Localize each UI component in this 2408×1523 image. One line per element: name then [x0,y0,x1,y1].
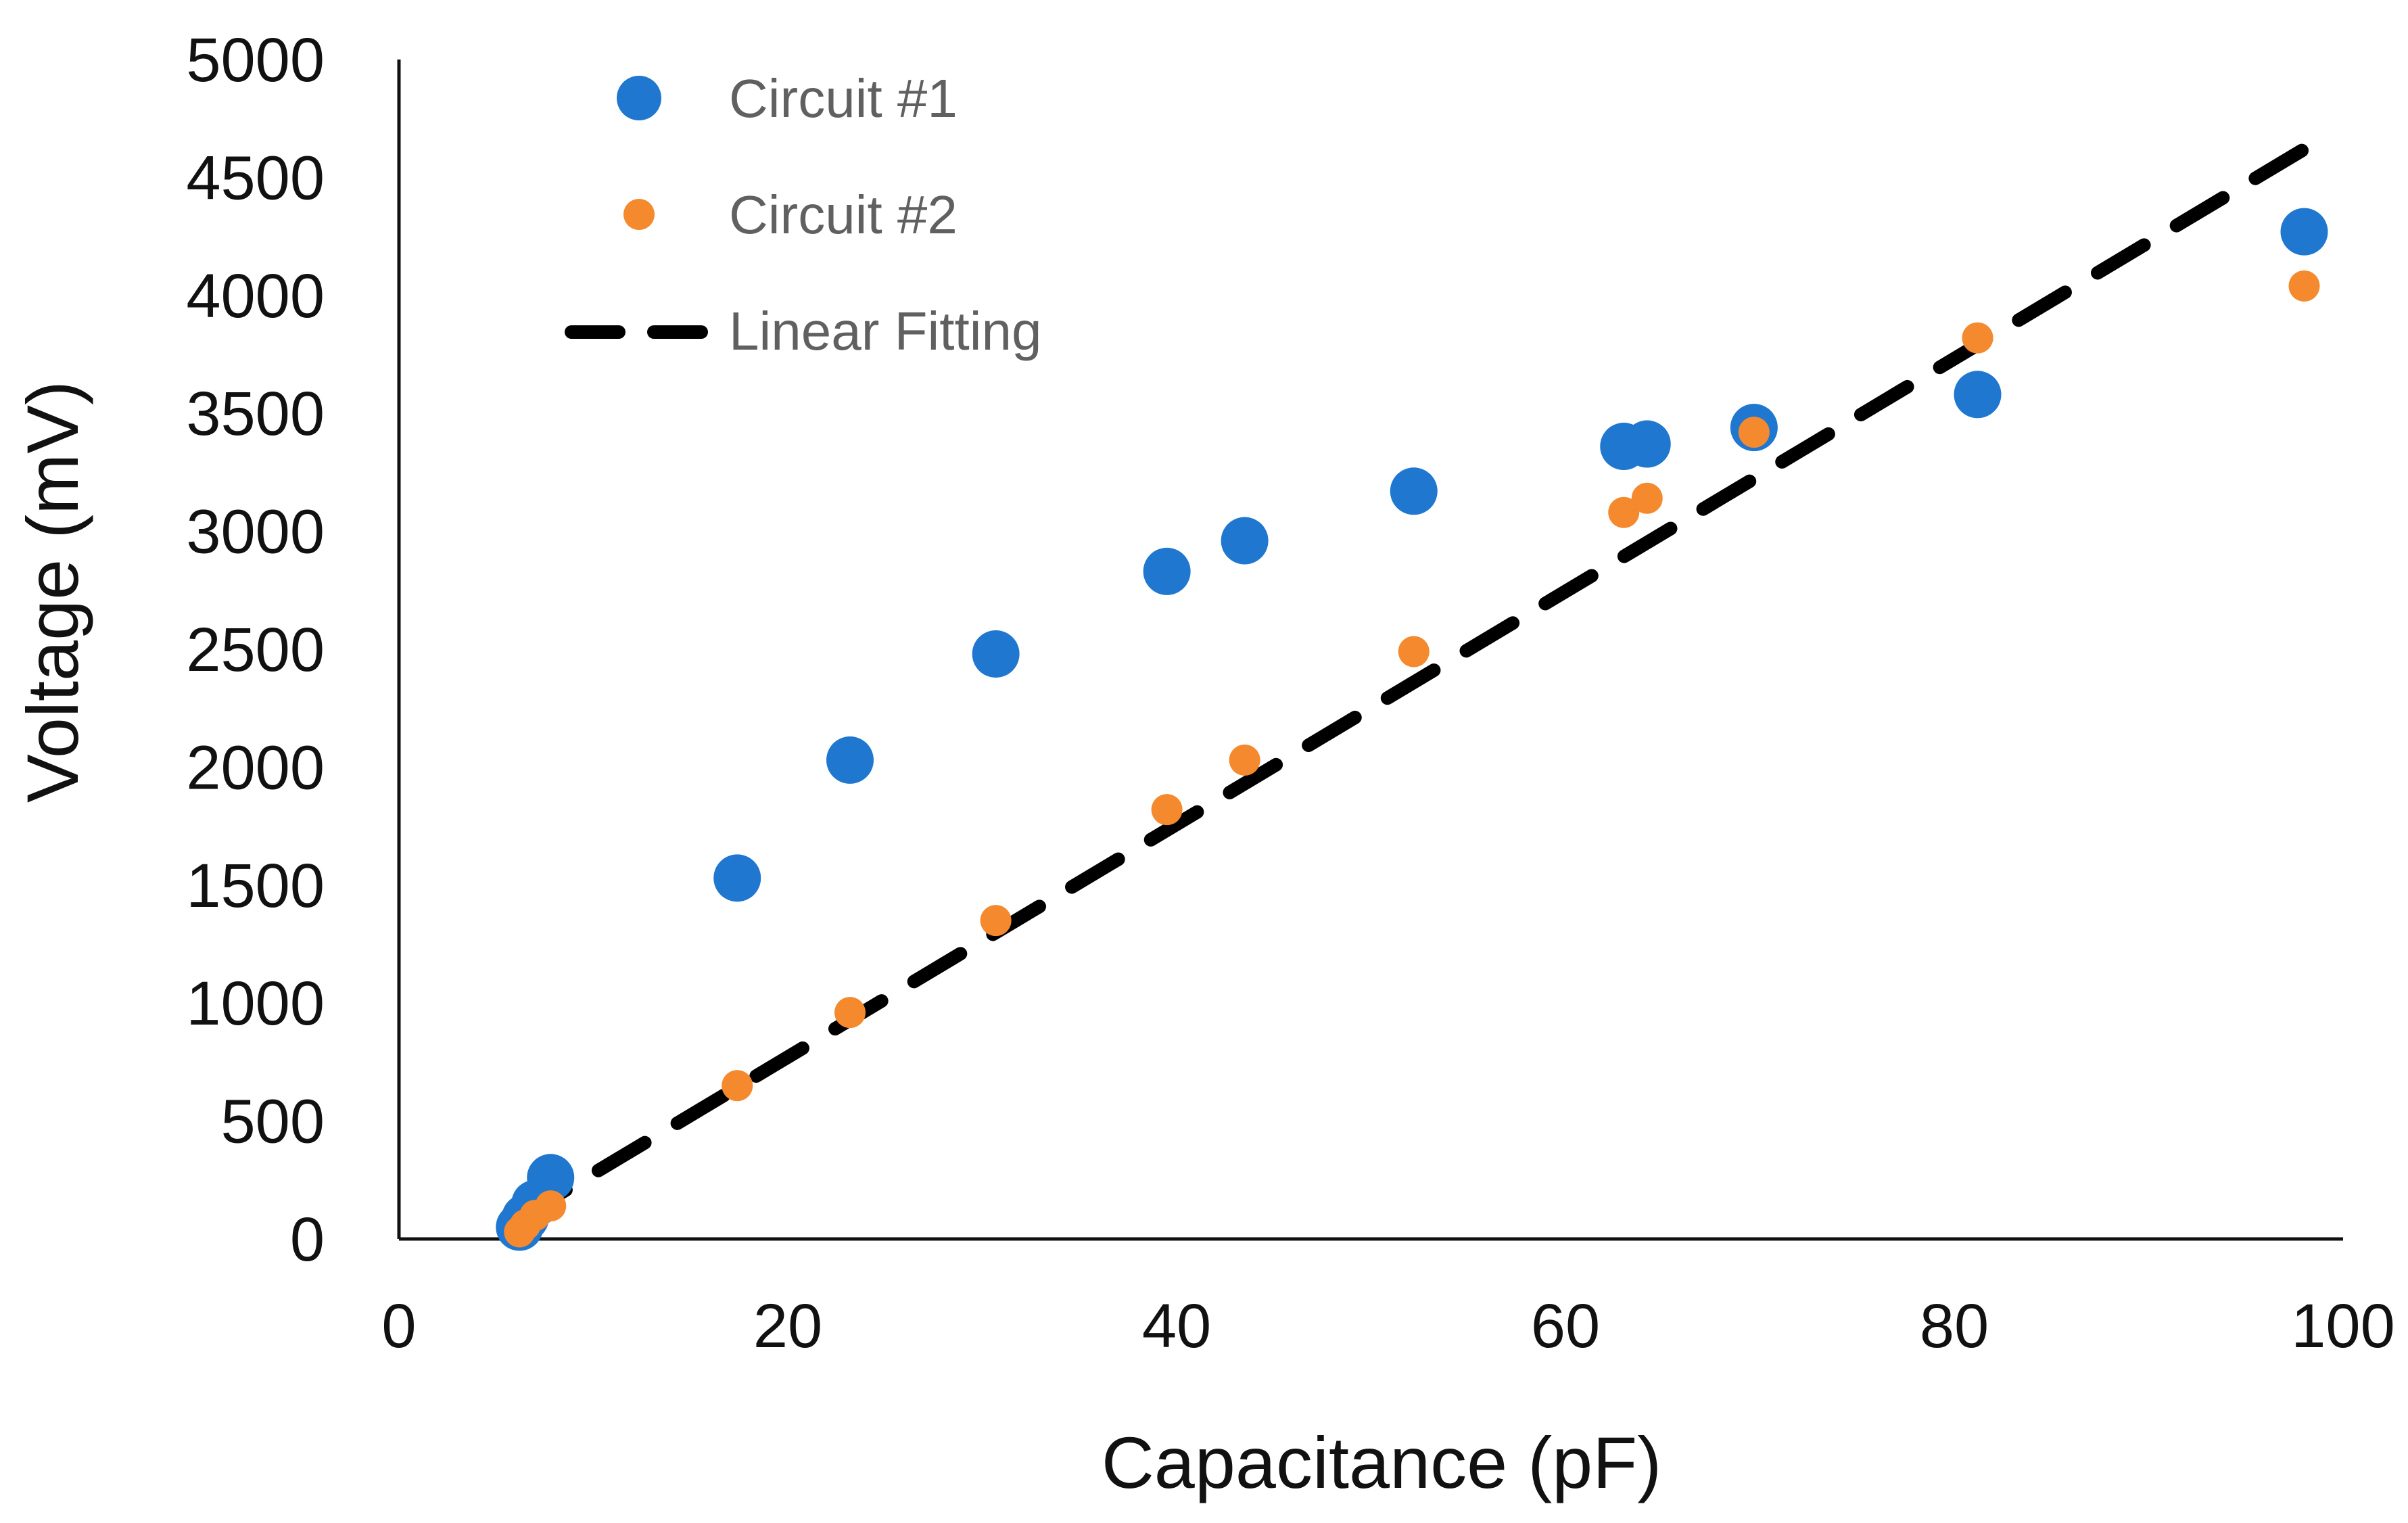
circuit2-point [1398,636,1430,667]
legend-marker-circuit2 [623,199,655,230]
x-tick-label: 0 [381,1292,416,1361]
circuit2-point [1631,482,1663,514]
y-tick-label: 5000 [186,26,325,95]
x-tick-label: 80 [1920,1292,1989,1361]
circuit1-point [1390,467,1438,515]
x-axis-title: Capacitance (pF) [1102,1422,1661,1503]
y-tick-label: 4000 [186,262,325,331]
circuit2-point [535,1190,567,1222]
circuit1-point [826,736,874,784]
circuit1-point [972,630,1020,678]
circuit1-point [713,854,761,902]
circuit2-point [1962,322,1993,354]
circuit2-point [980,905,1012,937]
y-tick-label: 4500 [186,143,325,212]
circuit1-point [1221,517,1269,565]
linear-fit-line [513,142,2311,1225]
y-tick-label: 3000 [186,498,325,567]
y-axis-title: Voltage (mV) [11,381,93,803]
circuit1-point [1954,371,2002,419]
y-tick-labels: 0 500 1000 1500 2000 2500 3000 3500 4000 4500 5000 [186,26,325,1274]
y-tick-label: 3500 [186,379,325,448]
axes [397,60,2343,1241]
legend-label: Circuit #1 [729,68,958,128]
x-tick-label: 40 [1142,1292,1211,1361]
x-tick-label: 20 [753,1292,822,1361]
legend-label: Linear Fitting [729,301,1041,361]
x-tick-label: 60 [1531,1292,1600,1361]
y-tick-label: 2000 [186,733,325,802]
circuit2-point [1229,744,1260,776]
legend-marker-circuit1 [617,76,661,120]
circuit2-point [1738,417,1770,448]
circuit2-point [1151,794,1183,826]
circuit1-point [1143,547,1191,595]
y-tick-label: 2500 [186,615,325,684]
circuit2-point [1608,496,1640,528]
points-layer [496,208,2328,1251]
circuit2-point [722,1070,753,1102]
fit-line-layer [513,142,2311,1225]
legend-label: Circuit #2 [729,185,958,245]
legend: Circuit #1 Circuit #2 Linear Fitting [565,68,1041,361]
circuit1-point [527,1154,575,1202]
circuit1-point [2280,208,2328,256]
y-tick-label: 1000 [186,969,325,1038]
circuit1-point [1623,420,1671,468]
circuit2-point [834,997,866,1029]
y-tick-label: 0 [290,1205,325,1274]
circuit2-point [2288,270,2320,302]
y-tick-label: 500 [221,1087,325,1156]
x-tick-label: 100 [2291,1292,2395,1361]
x-tick-labels: 0 20 40 60 80 100 [381,1292,2394,1361]
y-tick-label: 1500 [186,851,325,920]
